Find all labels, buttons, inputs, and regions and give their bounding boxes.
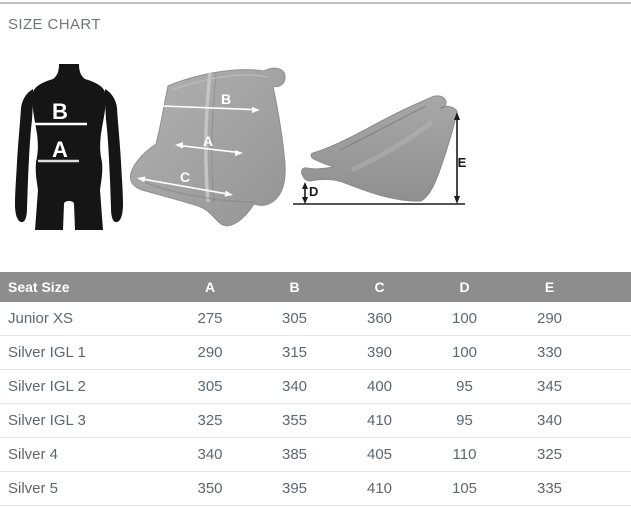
arrow-a-right-head	[235, 150, 243, 156]
arrow-c-right-head	[224, 190, 233, 197]
value-cell: 275	[168, 302, 252, 336]
table-row: Junior XS 275 305 360 100 290	[0, 302, 631, 336]
arrow-d-bottom-head	[302, 197, 308, 204]
value-cell: 110	[422, 437, 507, 472]
seat-center-highlight	[204, 72, 212, 203]
value-cell: 290	[168, 335, 252, 370]
value-cell: 340	[252, 369, 337, 404]
arrow-a-left-head	[175, 142, 183, 149]
page-title: SIZE CHART	[8, 16, 101, 33]
seat-center-crease	[211, 73, 217, 203]
seat-side-inner-rim-line	[339, 105, 427, 151]
spacer-cell	[592, 403, 631, 438]
right-arm-shape	[105, 89, 123, 223]
seat-front-diagram: B A C	[130, 67, 286, 227]
value-cell: 360	[337, 302, 422, 336]
table-row: Silver 4 340 385 405 110 325	[0, 437, 631, 472]
table-row: Silver 5 350 395 410 105 335	[0, 471, 631, 506]
spacer-cell	[592, 471, 631, 506]
value-cell: 385	[252, 437, 337, 472]
value-cell: 330	[507, 335, 592, 370]
seat-name-cell: Junior XS	[0, 302, 168, 336]
table-row: Silver IGL 3 325 355 410 95 340	[0, 403, 631, 438]
spacer-cell	[592, 369, 631, 404]
front-measure-arrows	[137, 102, 260, 197]
col-header-c: C	[337, 272, 422, 302]
torso-body-shape	[32, 64, 106, 230]
col-header-b: B	[252, 272, 337, 302]
col-header-seat-size: Seat Size	[0, 272, 168, 302]
value-cell: 315	[252, 335, 337, 370]
value-cell: 410	[337, 403, 422, 438]
value-cell: 305	[168, 369, 252, 404]
value-cell: 355	[252, 403, 337, 438]
col-header-a: A	[168, 272, 252, 302]
value-cell: 325	[507, 437, 592, 472]
seat-front-mid-width-label: A	[203, 133, 213, 149]
value-cell: 395	[252, 471, 337, 506]
seat-name-cell: Silver IGL 1	[0, 335, 168, 370]
col-header-e: E	[507, 272, 592, 302]
seat-front-bottom-width-label: C	[180, 169, 190, 185]
left-arm-shape	[15, 89, 33, 223]
value-cell: 350	[168, 471, 252, 506]
value-cell: 400	[337, 369, 422, 404]
arrow-e-bottom-head	[454, 196, 460, 204]
size-table: Seat Size A B C D E Junior XS 275 305 36…	[0, 272, 631, 506]
value-cell: 95	[422, 403, 507, 438]
seat-front-top-width-label: B	[221, 91, 231, 107]
seat-name-cell: Silver IGL 2	[0, 369, 168, 404]
value-cell: 100	[422, 335, 507, 370]
value-cell: 390	[337, 335, 422, 370]
arrow-e-top-head	[454, 112, 460, 120]
value-cell: 405	[337, 437, 422, 472]
value-cell: 345	[507, 369, 592, 404]
value-cell: 95	[422, 369, 507, 404]
table-row: Silver IGL 2 305 340 400 95 345	[0, 369, 631, 404]
col-header-spacer	[592, 272, 631, 302]
seat-pan-crease	[143, 181, 255, 203]
seat-side-shape	[301, 95, 458, 202]
value-cell: 305	[252, 302, 337, 336]
seat-name-cell: Silver 5	[0, 471, 168, 506]
measurement-diagrams: B A	[0, 60, 631, 240]
top-divider	[0, 2, 631, 4]
spacer-cell	[592, 437, 631, 472]
arrow-d-top-head	[302, 182, 308, 189]
spacer-cell	[592, 335, 631, 370]
seat-front-shape	[130, 67, 286, 227]
torso-chest-label: B	[52, 99, 68, 124]
seat-side-back-height-label: E	[458, 155, 467, 170]
arrow-c-left-head	[137, 176, 146, 183]
seat-name-cell: Silver 4	[0, 437, 168, 472]
torso-silhouette-diagram: B A	[15, 64, 123, 230]
seat-side-front-height-label: D	[309, 184, 318, 199]
value-cell: 340	[507, 403, 592, 438]
seat-side-diagram: D E	[293, 95, 467, 205]
table-row: Silver IGL 1 290 315 390 100 330	[0, 335, 631, 370]
table-header-row: Seat Size A B C D E	[0, 272, 631, 302]
arrow-b-right-head	[252, 107, 260, 113]
value-cell: 100	[422, 302, 507, 336]
torso-waist-label: A	[52, 137, 68, 162]
value-cell: 335	[507, 471, 592, 506]
value-cell: 290	[507, 302, 592, 336]
seat-name-cell: Silver IGL 3	[0, 403, 168, 438]
seat-top-rim-line	[171, 74, 269, 91]
value-cell: 340	[168, 437, 252, 472]
value-cell: 105	[422, 471, 507, 506]
arrow-b-left-head	[143, 102, 151, 109]
spacer-cell	[592, 302, 631, 336]
col-header-d: D	[422, 272, 507, 302]
value-cell: 325	[168, 403, 252, 438]
value-cell: 410	[337, 471, 422, 506]
side-measure-arrows	[302, 112, 460, 204]
seat-side-highlight	[350, 120, 434, 173]
